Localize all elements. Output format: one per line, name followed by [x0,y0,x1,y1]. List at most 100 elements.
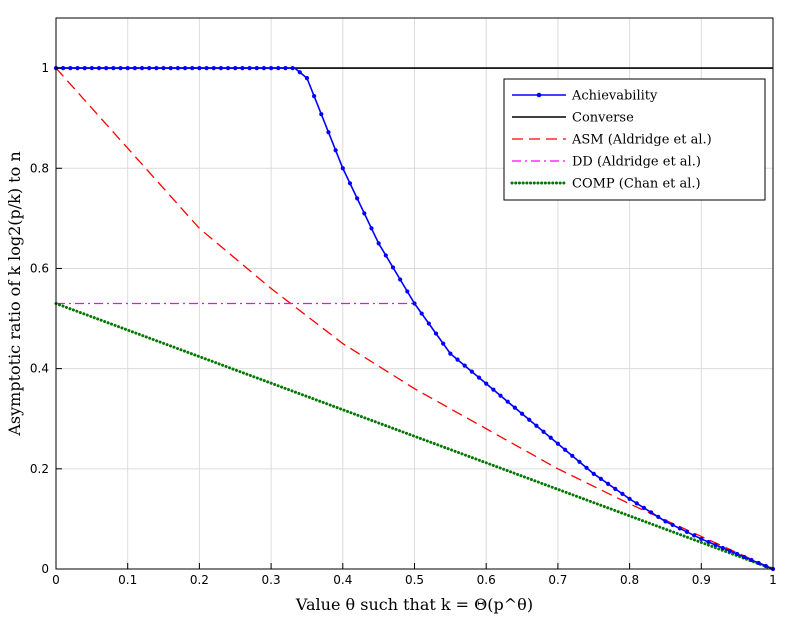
data-point [376,241,381,246]
data-point [663,519,668,524]
data-point [125,65,130,71]
data-point [570,453,575,458]
data-point [304,76,310,81]
data-point [89,65,94,71]
data-point [605,481,611,486]
data-point [96,65,102,71]
data-point [132,65,137,71]
y-tick-label: 0.4 [30,362,49,376]
data-point [75,65,80,71]
data-point [82,65,87,71]
data-point [476,375,482,380]
data-point [527,417,532,422]
data-point [269,65,274,71]
data-point [154,65,159,71]
data-point [484,381,489,386]
x-tick-label: 0.8 [620,573,639,587]
data-point [462,363,467,368]
data-point [591,471,596,476]
data-point [555,441,561,446]
data-point [297,70,302,75]
data-point [433,331,439,336]
data-point [441,341,446,346]
data-point [634,501,639,506]
data-point [641,505,647,510]
x-tick-label: 0.6 [477,573,496,587]
data-point [383,253,388,258]
data-point [283,65,288,71]
data-point [756,560,761,566]
data-point [247,65,252,71]
x-tick-label: 1 [769,573,777,587]
legend: Achievability Converse ASM (Aldridge et al… [503,78,766,201]
legend-label: Converse [572,111,634,126]
data-point [111,65,116,71]
data-point [541,429,546,434]
data-point [613,486,618,491]
data-point [692,533,697,538]
data-point [168,65,173,71]
ticks: 0 0.1 0.2 0.3 0.4 0.5 0.6 0.7 0.8 0.9 1 0 0.2 0.4 0.6 0… [30,61,777,587]
data-point [68,65,73,71]
data-point [340,166,345,171]
legend-label: ASM (Aldridge et al.) [571,133,712,148]
data-point [670,522,675,528]
data-point [398,277,403,282]
data-point [290,65,295,71]
data-point [175,65,180,71]
data-point [577,459,582,464]
data-point [161,65,166,71]
data-point [649,510,654,515]
data-point [362,211,367,216]
legend-label: COMP (Chan et al.) [572,177,701,192]
data-point [656,514,661,520]
x-tick-label: 0 [52,573,60,587]
data-point [254,65,259,71]
data-point [448,351,453,356]
data-point [598,476,604,481]
data-point [240,65,245,71]
data-point [211,65,216,71]
data-point [677,526,682,531]
data-point [627,496,632,501]
y-tick-label: 0 [41,562,49,576]
data-point [469,369,474,374]
data-point [498,393,503,398]
data-point [405,289,410,294]
series-line-4 [54,302,775,571]
data-point [512,405,517,410]
data-point [562,447,568,452]
data-point [534,423,539,428]
data-point [312,94,317,99]
series-layer [53,65,776,572]
data-point [519,411,525,416]
data-point [182,65,188,71]
data-point [699,536,704,542]
data-point [233,65,238,71]
data-point [727,548,733,554]
x-tick-label: 0.9 [692,573,711,587]
data-point [390,265,396,270]
data-point [104,65,109,71]
y-tick-label: 1 [41,61,49,75]
data-point [225,65,231,71]
x-tick-label: 0.3 [262,573,281,587]
data-point [276,65,281,71]
data-point [426,321,431,326]
data-point [706,539,711,545]
data-point [147,65,152,71]
data-point [118,65,123,71]
x-axis-label: Value θ such that k = Θ(p^θ) [295,595,533,614]
data-point [204,65,209,71]
data-point [548,435,553,440]
data-point [684,529,690,535]
x-tick-label: 0.4 [333,573,352,587]
data-point [742,554,747,560]
x-tick-label: 0.5 [405,573,424,587]
data-point [319,112,324,117]
legend-label: DD (Aldridge et al.) [572,155,701,170]
data-point [419,311,424,316]
x-tick-label: 0.7 [548,573,567,587]
data-point [713,542,718,548]
